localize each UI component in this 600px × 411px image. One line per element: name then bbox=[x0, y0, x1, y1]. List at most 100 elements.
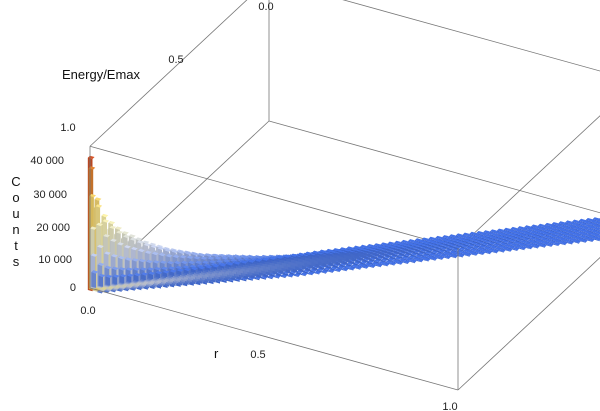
bar bbox=[470, 241, 478, 246]
bar bbox=[565, 220, 573, 225]
bar bbox=[385, 243, 392, 248]
bar bbox=[543, 235, 551, 240]
y-tick-label: 1.0 bbox=[60, 122, 75, 134]
bar bbox=[585, 224, 592, 229]
bar bbox=[551, 222, 559, 226]
bar bbox=[255, 258, 262, 264]
bar bbox=[360, 244, 367, 249]
bar bbox=[408, 239, 415, 243]
bar bbox=[594, 221, 600, 225]
bar bbox=[394, 256, 402, 261]
bar bbox=[319, 249, 326, 254]
bar bbox=[572, 219, 579, 224]
bar bbox=[469, 231, 477, 236]
plot-box-front bbox=[89, 146, 600, 391]
bar bbox=[155, 270, 163, 279]
bar bbox=[353, 245, 361, 250]
x-tick-label: 1.0 bbox=[442, 401, 457, 411]
bar bbox=[417, 258, 424, 263]
bar bbox=[508, 245, 516, 250]
box-edge bbox=[89, 145, 459, 249]
bar bbox=[269, 256, 277, 262]
bar bbox=[134, 272, 141, 282]
z-tick-label: 20 000 bbox=[36, 222, 70, 234]
bar bbox=[414, 238, 422, 243]
bar bbox=[492, 249, 500, 254]
bar bbox=[541, 237, 548, 242]
bar bbox=[596, 224, 600, 229]
bar bbox=[367, 244, 374, 248]
bar bbox=[447, 252, 454, 257]
bar bbox=[326, 248, 333, 253]
bar bbox=[127, 273, 134, 283]
bar bbox=[519, 230, 526, 234]
bar bbox=[408, 255, 416, 260]
bar bbox=[485, 250, 493, 255]
bar bbox=[462, 232, 470, 237]
bar bbox=[176, 268, 184, 276]
bar bbox=[511, 243, 518, 248]
bar bbox=[574, 239, 582, 244]
bar bbox=[467, 250, 475, 255]
bar bbox=[496, 234, 503, 239]
bar bbox=[426, 239, 433, 243]
bar bbox=[141, 272, 148, 281]
bar bbox=[415, 254, 423, 259]
bar bbox=[565, 236, 573, 241]
bar bbox=[169, 269, 177, 277]
bar bbox=[346, 246, 354, 251]
bar bbox=[473, 239, 480, 244]
bar bbox=[569, 228, 576, 233]
bar bbox=[449, 250, 457, 255]
bar bbox=[579, 218, 586, 223]
bar bbox=[304, 251, 312, 256]
bar bbox=[112, 274, 120, 285]
bar bbox=[430, 256, 438, 261]
bar bbox=[401, 255, 409, 261]
bar bbox=[436, 244, 444, 250]
bar bbox=[549, 224, 556, 229]
bar bbox=[440, 246, 448, 252]
bar bbox=[576, 221, 584, 226]
bar bbox=[307, 271, 315, 276]
bar bbox=[439, 242, 446, 248]
box-edge bbox=[342, 0, 600, 72]
bar bbox=[592, 223, 599, 228]
bar bbox=[394, 240, 402, 245]
bar bbox=[240, 260, 248, 266]
bar bbox=[439, 237, 447, 242]
bar bbox=[498, 238, 505, 243]
bar bbox=[432, 243, 439, 249]
y-axis-label: Energy/Emax bbox=[62, 67, 141, 82]
bar bbox=[564, 226, 572, 231]
bar bbox=[91, 270, 99, 288]
bar bbox=[332, 248, 340, 252]
bar bbox=[442, 235, 449, 239]
bar bbox=[556, 239, 564, 244]
x-tick-label: 0.5 bbox=[250, 349, 265, 361]
bar bbox=[544, 222, 552, 227]
bar bbox=[510, 226, 518, 231]
bar bbox=[412, 240, 420, 245]
bar bbox=[490, 229, 497, 234]
bar bbox=[205, 265, 213, 271]
bar bbox=[446, 236, 454, 241]
bar bbox=[262, 257, 269, 263]
bar bbox=[233, 261, 241, 267]
bar bbox=[303, 269, 311, 274]
bar bbox=[585, 218, 593, 222]
bar bbox=[564, 232, 571, 237]
bar bbox=[248, 259, 255, 265]
plot-box-back bbox=[89, 0, 600, 289]
bar bbox=[226, 262, 234, 268]
bar bbox=[434, 247, 441, 253]
bar bbox=[431, 250, 439, 255]
bar bbox=[417, 251, 425, 257]
bar bbox=[380, 242, 388, 247]
bar bbox=[321, 269, 329, 274]
bar bbox=[457, 242, 464, 248]
bar bbox=[504, 244, 511, 248]
bar bbox=[547, 236, 555, 241]
